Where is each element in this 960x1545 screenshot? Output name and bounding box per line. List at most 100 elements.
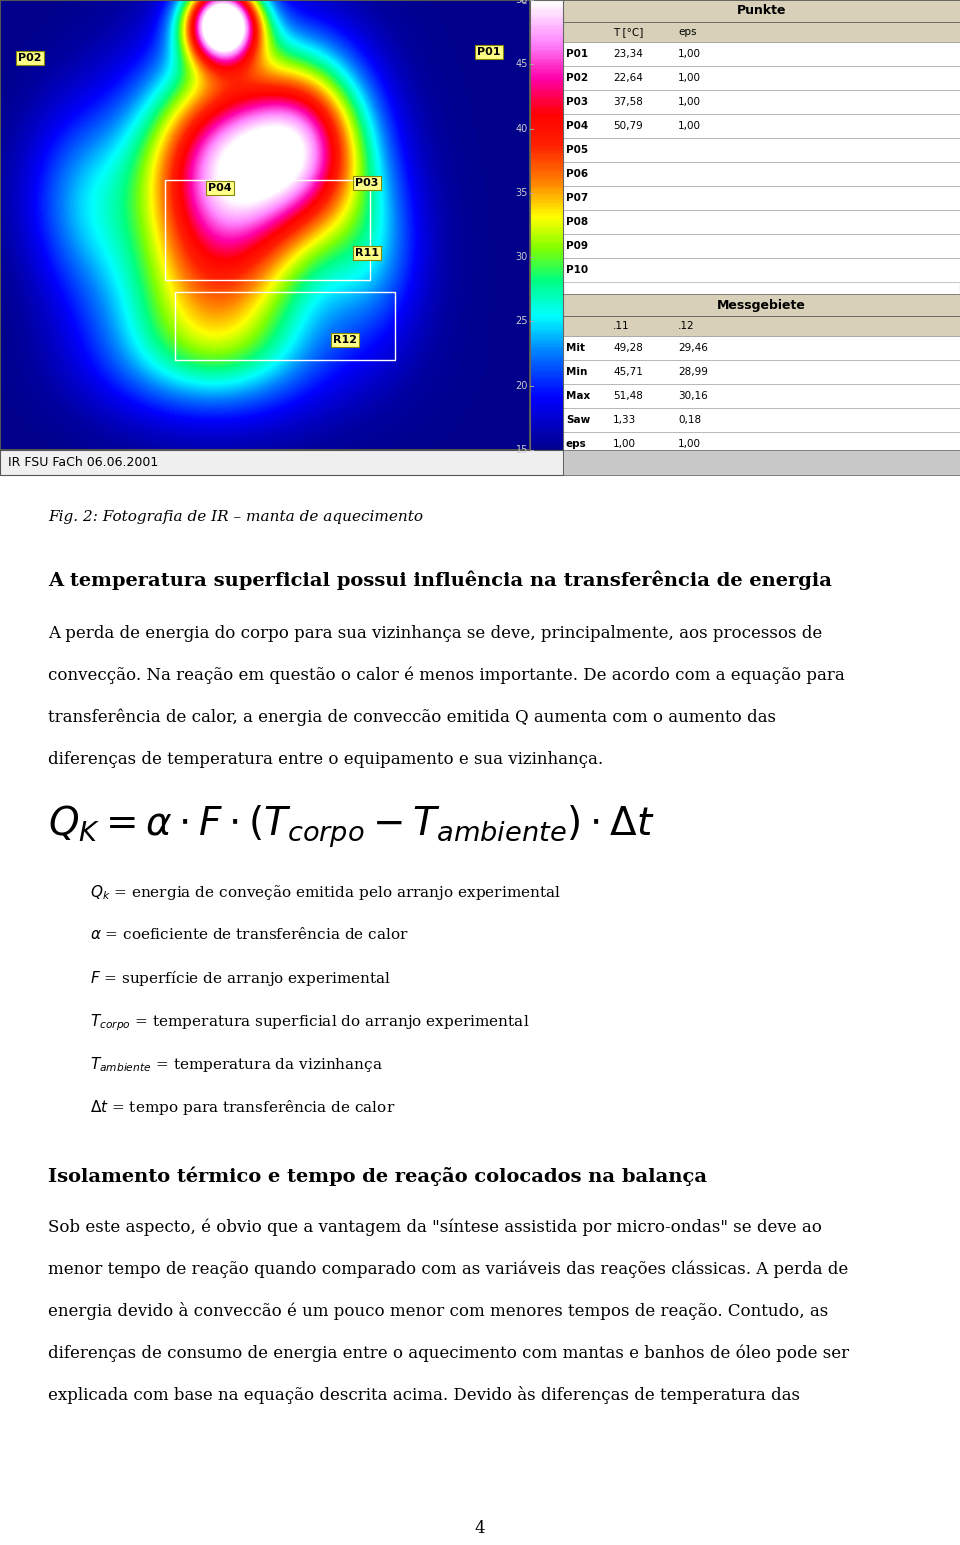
Bar <box>530 250 563 252</box>
Bar <box>530 290 563 292</box>
Bar <box>530 181 563 182</box>
Bar <box>530 345 563 346</box>
Bar <box>530 430 563 433</box>
Bar <box>530 178 563 181</box>
Bar <box>530 31 563 34</box>
Bar <box>530 25 563 26</box>
Bar <box>530 128 563 130</box>
Bar <box>530 184 563 187</box>
Bar <box>530 292 563 295</box>
Bar <box>530 329 563 331</box>
Bar <box>530 110 563 113</box>
Bar <box>530 5 563 6</box>
Bar <box>530 394 563 396</box>
Bar <box>530 222 563 226</box>
Text: 30: 30 <box>516 252 528 263</box>
Text: 1,00: 1,00 <box>678 49 701 59</box>
Text: P05: P05 <box>566 145 588 154</box>
Text: 23,34: 23,34 <box>613 49 643 59</box>
Bar <box>530 272 563 275</box>
Bar <box>530 85 563 88</box>
Bar <box>563 210 960 233</box>
Bar <box>530 425 563 428</box>
Bar <box>530 326 563 329</box>
Bar <box>530 340 563 341</box>
Bar <box>530 164 563 167</box>
Text: P10: P10 <box>566 266 588 275</box>
Text: 50,79: 50,79 <box>613 121 643 131</box>
Text: .11: .11 <box>613 321 630 331</box>
Bar <box>530 405 563 408</box>
Bar <box>530 68 563 70</box>
Text: 40: 40 <box>516 124 528 133</box>
Text: IR FSU FaCh 06.06.2001: IR FSU FaCh 06.06.2001 <box>8 456 158 470</box>
Bar <box>530 413 563 414</box>
Text: 1,00: 1,00 <box>678 439 701 450</box>
Bar <box>563 114 960 138</box>
Text: Messgebiete: Messgebiete <box>717 298 806 312</box>
Bar <box>530 315 563 317</box>
Text: R12: R12 <box>333 335 357 345</box>
Bar <box>530 300 563 301</box>
Text: eps: eps <box>678 26 697 37</box>
Bar <box>563 385 960 408</box>
Bar <box>530 130 563 133</box>
Bar <box>530 280 563 281</box>
Bar <box>530 198 563 201</box>
Bar <box>530 243 563 246</box>
Text: Min: Min <box>566 368 588 377</box>
Bar <box>530 255 563 256</box>
Bar <box>530 263 563 266</box>
Bar <box>530 440 563 443</box>
Bar <box>530 73 563 74</box>
Bar <box>530 93 563 94</box>
Text: P03: P03 <box>355 178 378 188</box>
Bar <box>530 97 563 99</box>
Bar <box>530 43 563 45</box>
Text: 45: 45 <box>516 59 528 70</box>
Bar <box>530 196 563 198</box>
Text: 35: 35 <box>516 188 528 198</box>
Bar <box>530 375 563 379</box>
Text: P01: P01 <box>477 46 500 57</box>
Bar <box>530 236 563 238</box>
Bar <box>530 351 563 354</box>
Text: 29,46: 29,46 <box>678 343 708 352</box>
Bar <box>563 294 960 317</box>
Text: P07: P07 <box>566 193 588 202</box>
Bar <box>0 0 530 450</box>
Bar <box>563 162 960 185</box>
Bar <box>530 49 563 51</box>
Bar <box>530 434 563 437</box>
Bar <box>530 104 563 105</box>
Bar <box>530 295 563 297</box>
Text: 1,33: 1,33 <box>613 416 636 425</box>
Bar <box>530 113 563 114</box>
Bar <box>530 201 563 202</box>
Bar <box>530 108 563 110</box>
Bar <box>530 48 563 49</box>
Bar <box>530 187 563 188</box>
Bar <box>530 399 563 400</box>
Bar <box>530 202 563 205</box>
Bar <box>530 270 563 272</box>
Text: eps: eps <box>566 439 587 450</box>
Bar <box>530 9 563 11</box>
Bar <box>530 286 563 287</box>
Text: $Q_K = \alpha \cdot F \cdot (T_{corpo} - T_{ambiente}) \cdot \Delta t$: $Q_K = \alpha \cdot F \cdot (T_{corpo} -… <box>48 803 655 850</box>
Bar <box>530 433 563 434</box>
Text: diferenças de consumo de energia entre o aquecimento com mantas e banhos de óleo: diferenças de consumo de energia entre o… <box>48 1344 850 1361</box>
Bar <box>530 369 563 371</box>
Bar <box>530 218 563 221</box>
Text: 1,00: 1,00 <box>678 97 701 107</box>
Bar <box>530 63 563 65</box>
Bar <box>175 292 395 360</box>
Bar <box>530 138 563 139</box>
Bar <box>530 337 563 340</box>
Bar <box>530 168 563 171</box>
Text: 45,71: 45,71 <box>613 368 643 377</box>
Bar <box>0 450 563 474</box>
Bar <box>530 23 563 25</box>
Bar <box>563 360 960 385</box>
Bar <box>530 171 563 173</box>
